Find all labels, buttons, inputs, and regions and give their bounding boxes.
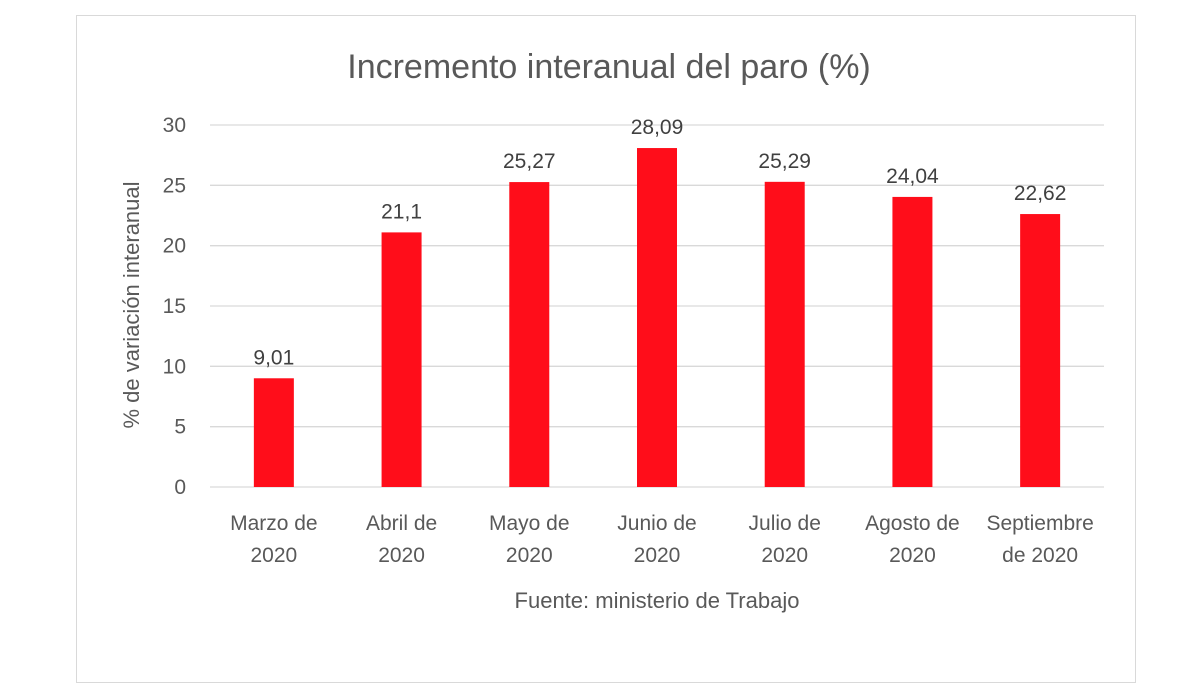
data-label: 21,1 [381,200,422,223]
x-tick-label: Agosto de [865,512,960,535]
x-tick-label: 2020 [378,544,425,567]
x-tick-label: 2020 [889,544,936,567]
bar [1020,214,1061,487]
y-tick-label: 0 [174,476,186,499]
data-label: 25,27 [503,150,556,173]
x-tick-label: Marzo de [230,512,318,535]
x-axis-title: Fuente: ministerio de Trabajo [515,588,800,613]
x-tick-label: Abril de [366,512,437,535]
x-tick-label: Junio de [617,512,696,535]
y-tick-label: 15 [163,295,186,318]
data-label: 25,29 [758,150,811,173]
bar [764,181,805,488]
data-label: 28,09 [631,116,684,139]
y-axis-title: % de variación interanual [119,181,144,428]
y-tick-label: 5 [174,416,186,439]
x-tick-label: de 2020 [1002,544,1078,567]
y-tick-label: 20 [163,235,186,258]
chart-title: Incremento interanual del paro (%) [347,48,871,86]
y-tick-label: 30 [163,114,186,137]
bar [509,182,550,488]
x-tick-label: 2020 [250,544,297,567]
y-tick-label: 25 [163,174,186,197]
x-tick-label: 2020 [634,544,681,567]
bar [892,196,933,487]
data-label: 9,01 [253,346,294,369]
bar [253,378,294,487]
x-tick-label: 2020 [506,544,553,567]
x-tick-label: 2020 [761,544,808,567]
bar [637,148,677,487]
data-label: 24,04 [886,165,939,188]
x-tick-label: Mayo de [489,512,570,535]
y-tick-label: 10 [163,355,186,378]
x-tick-label: Julio de [749,512,821,535]
bar [381,232,422,487]
x-tick-label: Septiembre [986,512,1093,535]
chart-frame [76,15,1136,683]
data-label: 22,62 [1014,182,1067,205]
